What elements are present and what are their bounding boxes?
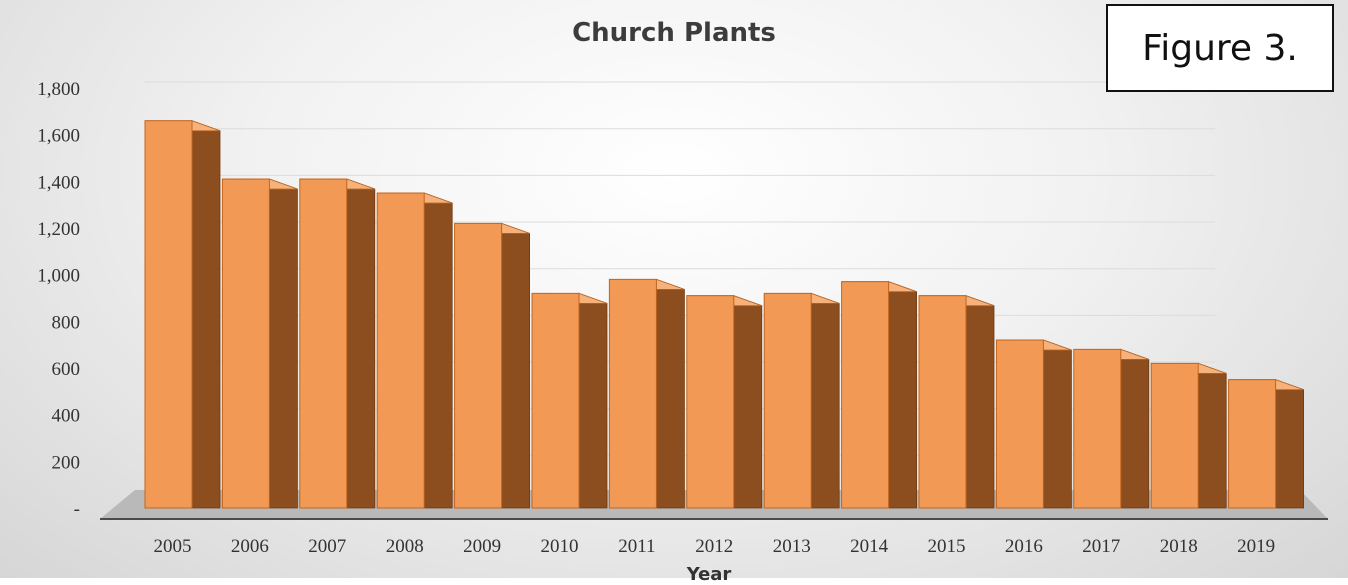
bar-side (888, 281, 917, 509)
bar-front (918, 295, 967, 509)
bar-front (1150, 362, 1199, 509)
bar-side (578, 292, 608, 509)
bar-side (965, 295, 995, 509)
bar-front (1228, 379, 1277, 509)
bar-front (531, 292, 580, 509)
bar-front (686, 295, 735, 509)
x-tick-label: 2019 (1237, 536, 1275, 557)
y-tick-label: 1,400 (37, 172, 80, 193)
bar-side (191, 120, 221, 509)
y-tick-label: 400 (52, 406, 81, 427)
bar-2014 (841, 281, 917, 509)
chart-title: Church Plants (572, 18, 776, 48)
x-tick-label: 2016 (1005, 536, 1043, 557)
bar-2018 (1150, 362, 1227, 509)
bar-2009 (454, 222, 530, 509)
bar-side (268, 178, 298, 509)
bar-2019 (1228, 379, 1304, 509)
bar-2011 (608, 278, 685, 509)
bar-side (810, 292, 840, 509)
x-tick-label: 2012 (695, 536, 733, 557)
bar-side (1043, 339, 1072, 509)
x-tick-label: 2013 (773, 536, 811, 557)
bar-side (1120, 348, 1150, 509)
bar-2015 (918, 295, 995, 509)
y-tick-label: 800 (52, 312, 81, 333)
bar-side (656, 278, 685, 509)
x-tick-label: 2005 (154, 536, 192, 557)
y-tick-label: 1,200 (37, 219, 80, 240)
bar-front (995, 339, 1044, 509)
bar-2006 (221, 178, 298, 509)
x-tick-label: 2010 (541, 536, 579, 557)
bar-front (608, 278, 657, 509)
x-tick-label: 2008 (386, 536, 424, 557)
bar-2017 (1073, 348, 1150, 509)
bar-2010 (531, 292, 608, 509)
bar-front (299, 178, 348, 509)
x-tick-label: 2011 (618, 536, 655, 557)
bar-side (346, 178, 376, 509)
x-tick-label: 2007 (308, 536, 346, 557)
bar-2016 (995, 339, 1072, 509)
bar-front (841, 281, 890, 509)
bar-2008 (376, 192, 453, 509)
y-tick-label: 1,800 (37, 79, 80, 100)
y-tick-label: 200 (52, 452, 81, 473)
bar-front (376, 192, 425, 509)
y-tick-label: 1,600 (37, 126, 80, 147)
x-tick-label: 2015 (928, 536, 966, 557)
x-tick-label: 2018 (1160, 536, 1198, 557)
bar-2005 (144, 120, 221, 509)
x-tick-label: 2014 (850, 536, 889, 557)
bar-2007 (299, 178, 376, 509)
bar-front (454, 222, 503, 509)
bar-front (1073, 348, 1122, 509)
y-tick-label: 1,000 (37, 266, 80, 287)
y-tick-label: 600 (52, 359, 81, 380)
x-tick-label: 2009 (463, 536, 501, 557)
bar-front (763, 292, 812, 509)
bar-2013 (763, 292, 840, 509)
x-axis-title: Year (686, 564, 732, 585)
bar-2012 (686, 295, 763, 509)
bar-side (501, 222, 530, 509)
x-tick-label: 2006 (231, 536, 269, 557)
figure-label: Figure 3. (1106, 4, 1334, 92)
x-tick-label: 2017 (1082, 536, 1120, 557)
bar-side (733, 295, 763, 509)
bar-side (1197, 362, 1227, 509)
y-tick-label: - (74, 499, 80, 520)
bar-front (221, 178, 270, 509)
bar-front (144, 120, 193, 509)
bar-side (1275, 379, 1304, 509)
bar-side (423, 192, 453, 509)
